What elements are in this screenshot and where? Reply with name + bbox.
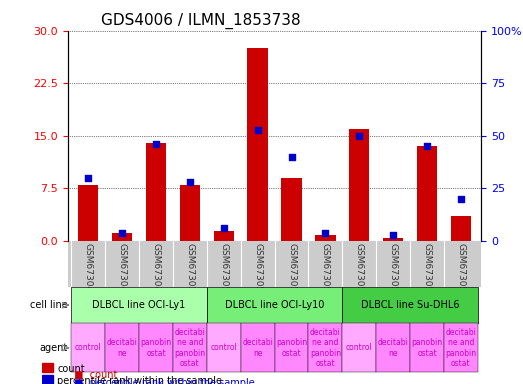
FancyBboxPatch shape [309,323,343,372]
FancyBboxPatch shape [71,323,105,372]
Bar [42,363,53,372]
Text: agent: agent [39,343,67,353]
Point [152,141,160,147]
Point [389,232,397,238]
Text: cell line: cell line [30,300,67,310]
Bar [42,375,53,384]
Bar [247,48,268,241]
Text: percentile rank within the sample: percentile rank within the sample [58,376,222,384]
Point [355,133,363,139]
Bar [146,143,166,241]
FancyBboxPatch shape [173,323,207,372]
FancyBboxPatch shape [139,323,173,372]
Text: panobin
ostat: panobin ostat [276,338,307,358]
Text: GSM673057: GSM673057 [389,243,397,298]
Text: panobin
ostat: panobin ostat [141,338,172,358]
Bar [281,178,302,241]
Text: panobin
ostat: panobin ostat [412,338,442,358]
Text: decitabi
ne: decitabi ne [242,338,273,358]
FancyBboxPatch shape [343,287,478,323]
Text: GSM673047: GSM673047 [84,243,93,298]
Text: control: control [210,343,237,353]
Text: control: control [75,343,101,353]
Text: GSM673048: GSM673048 [118,243,127,298]
Text: GSM673054: GSM673054 [321,243,330,298]
Text: decitabi
ne and
panobin
ostat: decitabi ne and panobin ostat [445,328,476,368]
Text: count: count [58,364,85,374]
Point [321,230,329,236]
Point [220,225,228,232]
Bar [451,217,471,241]
Text: decitabi
ne and
panobin
ostat: decitabi ne and panobin ostat [310,328,341,368]
Text: DLBCL line OCI-Ly10: DLBCL line OCI-Ly10 [225,300,324,310]
Text: GSM673058: GSM673058 [457,243,465,298]
FancyBboxPatch shape [343,323,376,372]
Point [423,143,431,149]
Bar [417,146,437,241]
Text: GSM673052: GSM673052 [253,243,262,298]
Text: decitabi
ne and
panobin
ostat: decitabi ne and panobin ostat [174,328,206,368]
Point [457,196,465,202]
FancyBboxPatch shape [207,287,343,323]
FancyBboxPatch shape [410,323,444,372]
Text: GSM673053: GSM673053 [287,243,296,298]
FancyBboxPatch shape [207,323,241,372]
Bar [180,185,200,241]
Bar [349,129,369,241]
Text: decitabi
ne: decitabi ne [107,338,138,358]
Text: GSM673051: GSM673051 [219,243,228,298]
Text: GSM673055: GSM673055 [355,243,363,298]
FancyBboxPatch shape [444,323,478,372]
Text: GDS4006 / ILMN_1853738: GDS4006 / ILMN_1853738 [101,13,301,29]
Text: decitabi
ne: decitabi ne [378,338,408,358]
Point [287,154,295,160]
Bar [78,185,98,241]
Point [254,126,262,132]
Bar [315,235,336,241]
Text: DLBCL line OCI-Ly1: DLBCL line OCI-Ly1 [93,300,186,310]
Bar [112,233,132,241]
Point [118,230,127,236]
Text: GSM673056: GSM673056 [423,243,431,298]
Text: control: control [346,343,372,353]
FancyBboxPatch shape [71,287,207,323]
Text: GSM673050: GSM673050 [186,243,195,298]
Point [186,179,194,185]
FancyBboxPatch shape [275,323,309,372]
Bar [383,238,403,241]
FancyBboxPatch shape [241,323,275,372]
Point [84,175,93,181]
Bar [213,230,234,241]
Text: ■  count: ■ count [68,370,117,380]
Text: ■  percentile rank within the sample: ■ percentile rank within the sample [68,378,255,384]
FancyBboxPatch shape [105,323,139,372]
Text: DLBCL line Su-DHL6: DLBCL line Su-DHL6 [361,300,459,310]
FancyBboxPatch shape [376,323,410,372]
Text: GSM673049: GSM673049 [152,243,161,298]
